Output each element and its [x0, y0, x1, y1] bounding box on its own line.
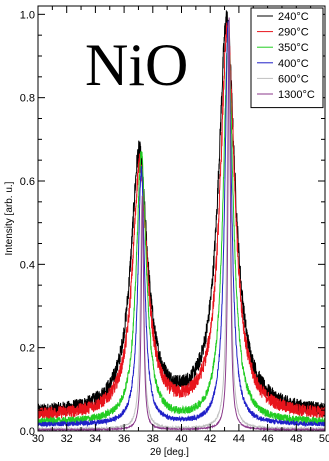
legend-label: 400°C	[278, 58, 309, 70]
x-tick-label: 34	[89, 433, 101, 445]
y-tick-label: 0.8	[20, 93, 35, 105]
x-tick-label: 38	[147, 433, 159, 445]
y-tick-label: 0.2	[20, 343, 35, 355]
y-tick-label: 0.0	[20, 426, 35, 438]
y-tick-label: 0.4	[20, 259, 35, 271]
x-tick-label: 50	[319, 433, 329, 445]
legend-label: 240°C	[278, 11, 309, 23]
x-axis-title: 2θ [deg.]	[150, 447, 189, 458]
legend-label: 1300°C	[278, 89, 315, 101]
legend-label: 600°C	[278, 73, 309, 85]
x-tick-label: 40	[175, 433, 187, 445]
x-tick-label: 46	[261, 433, 273, 445]
x-tick-label: 32	[61, 433, 73, 445]
x-tick-label: 42	[204, 433, 216, 445]
y-tick-label: 0.6	[20, 176, 35, 188]
y-tick-label: 1.0	[20, 9, 35, 21]
x-tick-label: 36	[118, 433, 130, 445]
y-axis-title: Intensity [arb. u.]	[4, 181, 15, 255]
x-tick-label: 48	[290, 433, 302, 445]
legend: 240°C 290°C 350°C 400°C 600°C 1300°C	[251, 8, 323, 108]
legend-label: 290°C	[278, 27, 309, 39]
legend-label: 350°C	[278, 42, 309, 54]
chart-title: NiO	[85, 32, 188, 98]
x-tick-label: 44	[233, 433, 245, 445]
